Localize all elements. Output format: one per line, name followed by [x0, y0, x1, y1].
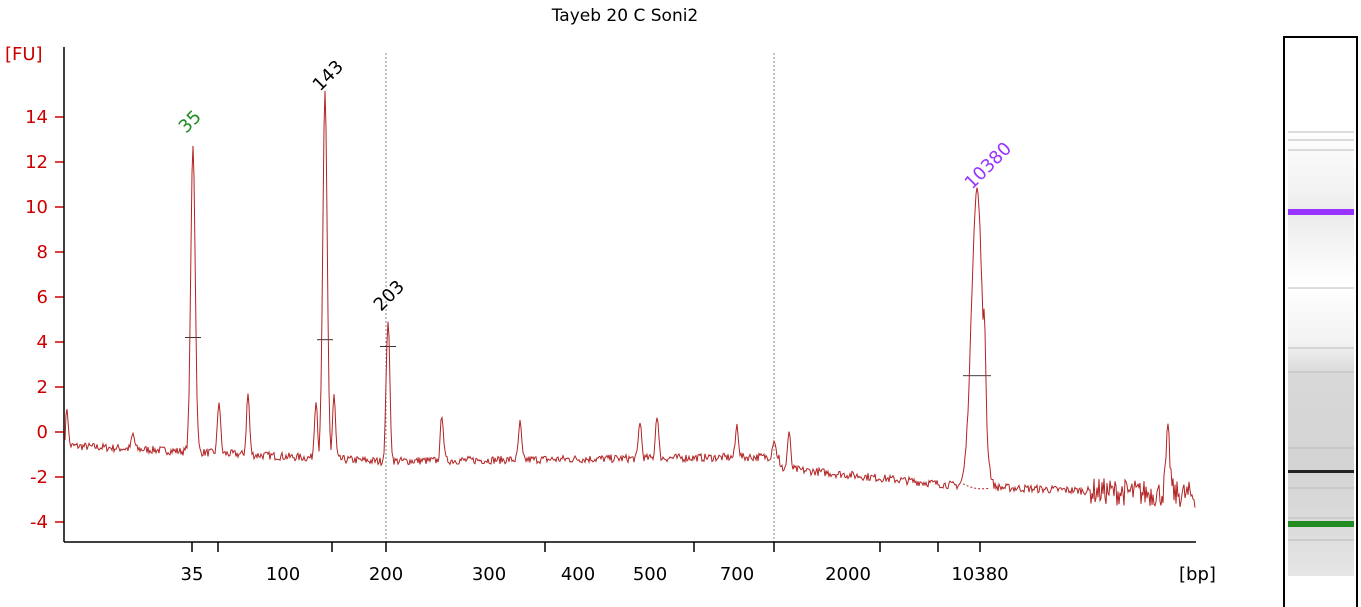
gel-lane [1288, 128, 1354, 576]
y-tick-label: 10 [25, 197, 48, 218]
y-axis-unit-label: [FU] [5, 44, 43, 65]
gel-band-35 [1288, 521, 1354, 527]
x-tick-label: 400 [561, 564, 595, 585]
y-tick-label: 0 [37, 422, 48, 443]
x-tick-label: 100 [266, 564, 300, 585]
y-tick-label: 14 [25, 107, 48, 128]
x-tick-label: 200 [369, 564, 403, 585]
x-axis-unit-label: [bp] [1179, 564, 1216, 585]
x-tick-label: 35 [181, 564, 204, 585]
y-tick-label: 8 [37, 242, 48, 263]
peak-baseline [962, 483, 991, 490]
y-tick-label: 12 [25, 152, 48, 173]
y-tick-label: -2 [30, 467, 48, 488]
gel-band-10380 [1288, 209, 1354, 215]
gel-lane-background [1288, 128, 1354, 576]
y-axis-ticks: -4 -2 0 2 4 6 8 10 12 14 [25, 107, 64, 533]
peak-label: 143 [309, 56, 348, 95]
peak-label: 35 [175, 106, 206, 137]
y-tick-label: 6 [37, 287, 48, 308]
electropherogram-trace [64, 90, 1196, 508]
x-tick-label: 300 [472, 564, 506, 585]
chart-title: Tayeb 20 C Soni2 [551, 6, 699, 26]
x-tick-label: 2000 [825, 564, 871, 585]
reference-lines [185, 53, 991, 542]
y-tick-label: -4 [30, 512, 48, 533]
x-tick-label: 10380 [951, 564, 1008, 585]
x-tick-label: 700 [720, 564, 754, 585]
x-tick-label: 500 [633, 564, 667, 585]
gel-dark-band [1288, 470, 1354, 473]
peak-label: 203 [370, 276, 409, 315]
y-tick-label: 4 [37, 332, 48, 353]
x-axis-ticks: 35 100 200 300 400 500 700 2000 10380 [181, 542, 1009, 585]
peak-label: 10380 [961, 138, 1016, 193]
y-tick-label: 2 [37, 377, 48, 398]
peak-labels: 35 143 203 10380 [175, 56, 1016, 315]
